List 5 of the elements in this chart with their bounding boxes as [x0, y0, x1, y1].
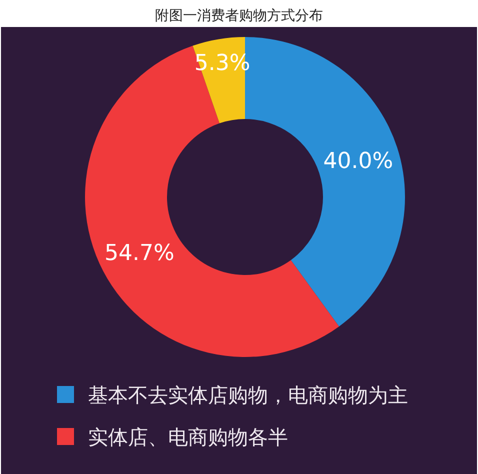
- legend-label: 实体店、电商购物各半: [88, 425, 288, 449]
- legend-label: 基本不去实体店购物，电商购物为主: [88, 383, 408, 407]
- data-label: 40.0%: [323, 149, 394, 174]
- chart-title: 附图一消费者购物方式分布: [155, 8, 323, 24]
- data-label: 54.7%: [104, 241, 174, 266]
